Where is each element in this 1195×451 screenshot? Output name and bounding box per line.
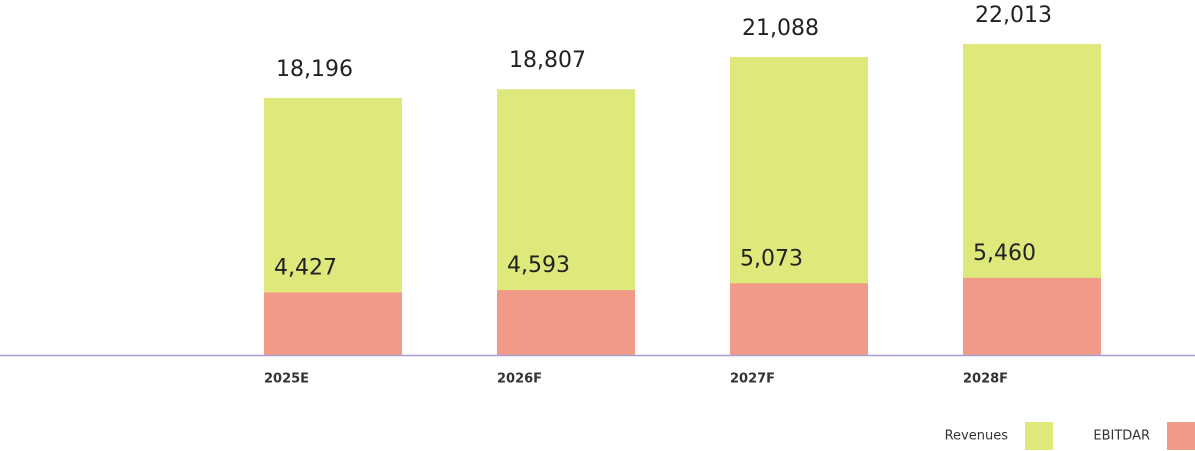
value-label: 18,807	[509, 48, 586, 73]
x-tick-label: 2027F	[730, 372, 775, 387]
x-tick-label: 2026F	[497, 372, 542, 387]
value-label: 18,196	[276, 57, 353, 82]
value-label: 5,073	[740, 246, 803, 271]
legend-label: Revenues	[945, 429, 1009, 444]
value-label: 4,427	[274, 255, 337, 280]
bar	[730, 283, 868, 355]
bar	[963, 277, 1101, 355]
x-tick-label: 2025E	[264, 372, 309, 387]
bar	[264, 292, 402, 355]
value-label: 22,013	[975, 3, 1052, 28]
bar	[497, 290, 635, 355]
legend-label: EBITDAR	[1093, 429, 1150, 444]
legend-swatch	[1025, 422, 1053, 450]
value-label: 5,460	[973, 241, 1036, 266]
value-label: 21,088	[742, 16, 819, 41]
x-tick-label: 2028F	[963, 372, 1008, 387]
legend-swatch	[1167, 422, 1195, 450]
value-label: 4,593	[507, 253, 570, 278]
